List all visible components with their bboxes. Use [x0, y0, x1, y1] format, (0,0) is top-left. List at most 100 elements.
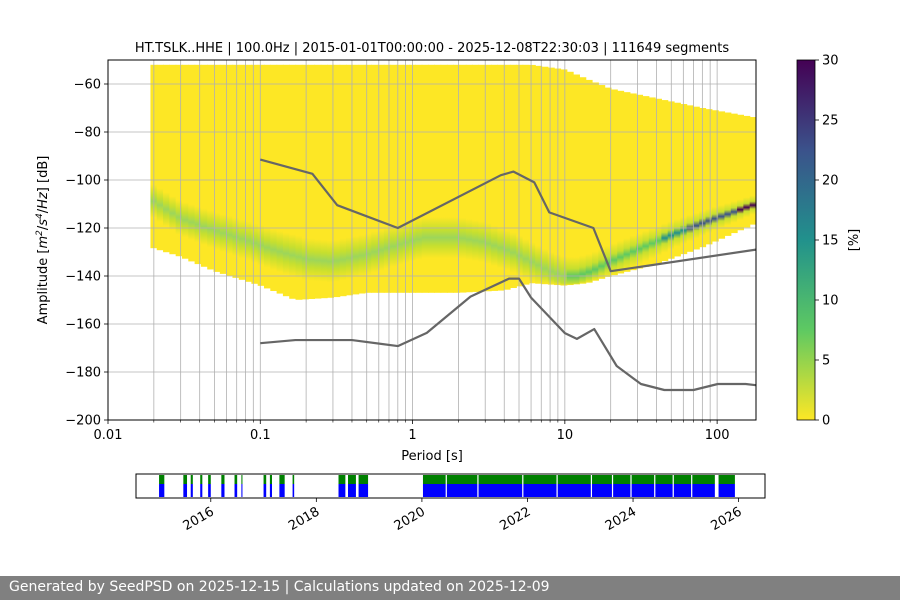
density-column [219, 64, 227, 274]
density-column [642, 96, 650, 267]
coverage-available [234, 484, 238, 497]
density-column [289, 64, 297, 299]
density-column [320, 64, 328, 299]
density-column [415, 64, 423, 293]
x-tick-label: 1 [408, 428, 416, 443]
coverage-processed [422, 475, 715, 484]
coverage-available [358, 484, 369, 497]
coverage-processed [200, 475, 203, 484]
density-column [396, 64, 404, 293]
coverage-gap [522, 475, 524, 497]
coverage-processed [190, 475, 193, 484]
density-column [308, 64, 316, 299]
density-column [377, 64, 385, 293]
x-tick-label: 0.01 [94, 428, 123, 443]
coverage-available [348, 484, 356, 497]
density-column [188, 64, 196, 262]
y-tick-label: −100 [65, 174, 101, 189]
density-column [629, 93, 637, 271]
density-column [194, 64, 202, 265]
coverage-processed [269, 475, 273, 484]
coverage-available [422, 484, 715, 497]
density-column [207, 64, 215, 270]
coverage-gap [556, 475, 558, 497]
colorbar-tick-label: 30 [822, 54, 839, 69]
grid-lines [107, 60, 756, 421]
timeline-tick-label: 2022 [497, 504, 533, 534]
density-column [263, 64, 271, 289]
colorbar [796, 59, 816, 421]
density-column [295, 64, 303, 300]
coverage-available [269, 484, 273, 497]
density-column [705, 109, 713, 245]
density-column [270, 64, 278, 291]
coverage-available [190, 484, 193, 497]
density-column [610, 89, 618, 276]
y-tick-label: −120 [65, 222, 101, 237]
chart-title: HT.TSLK..HHE | 100.0Hz | 2015-01-01T00:0… [135, 41, 730, 56]
coverage-processed [338, 475, 346, 484]
colorbar-tick-label: 15 [822, 234, 839, 249]
coverage-gap [691, 475, 693, 497]
density-column [472, 64, 480, 292]
coverage-gap [630, 475, 632, 497]
coverage-available [338, 484, 346, 497]
density-column [181, 64, 189, 259]
coverage-processed [159, 475, 165, 484]
density-column [623, 92, 631, 272]
footer-bar: Generated by SeedPSD on 2025-12-15 | Cal… [0, 576, 900, 600]
density-column [459, 64, 467, 293]
density-column [327, 64, 334, 298]
coverage-available [292, 484, 295, 497]
density-column [238, 64, 246, 280]
density-column [547, 67, 555, 285]
coverage-processed [241, 475, 243, 484]
colorbar-tick-label: 20 [822, 174, 839, 189]
density-column [541, 66, 549, 285]
density-column [692, 106, 700, 250]
density-column [282, 64, 290, 297]
density-column [232, 64, 240, 278]
coverage-processed [358, 475, 369, 484]
density-column [390, 64, 398, 293]
density-column [535, 65, 543, 284]
density-column [200, 64, 208, 267]
footer-text: Generated by SeedPSD on 2025-12-15 | Cal… [9, 579, 550, 595]
density-column [276, 64, 284, 294]
coverage-available [200, 484, 203, 497]
coverage-gap [654, 475, 656, 497]
colorbar-tick-label: 0 [822, 414, 830, 429]
y-tick-label: −200 [65, 414, 101, 429]
y-tick-label: −60 [74, 78, 101, 93]
y-axis-label: Amplitude [m2/s4/Hz] [dB] [35, 156, 51, 325]
density-column [383, 64, 391, 293]
density-column [358, 64, 366, 294]
timeline-tick-label: 2024 [603, 504, 639, 534]
coverage-gap [445, 475, 447, 497]
colorbar-tick-label: 25 [822, 114, 839, 129]
density-column [333, 64, 341, 298]
density-column [592, 82, 599, 281]
density-column [528, 64, 536, 284]
density-column [478, 64, 486, 292]
density-column [339, 64, 347, 297]
density-column [440, 64, 448, 293]
coverage-segments [159, 475, 735, 497]
density-column [655, 98, 662, 264]
density-column [465, 64, 473, 293]
y-tick-label: −160 [65, 318, 101, 333]
x-axis-label: Period [s] [401, 449, 463, 464]
density-column [585, 79, 593, 283]
timeline-tick-label: 2016 [181, 504, 217, 534]
y-tick-label: −140 [65, 270, 101, 285]
density-column [503, 64, 511, 290]
density-column [680, 104, 688, 255]
y-tick-label: −180 [65, 366, 101, 381]
density-column [743, 115, 751, 228]
density-column [251, 64, 259, 284]
coverage-available [718, 484, 735, 497]
timeline-tick-label: 2018 [286, 504, 322, 534]
density-column [175, 64, 183, 257]
